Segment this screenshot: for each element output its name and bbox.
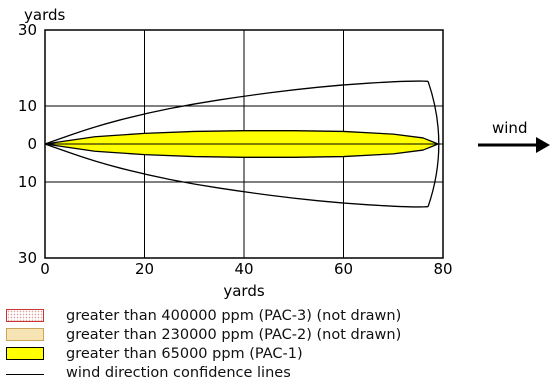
y-tick-label: 30 bbox=[18, 21, 37, 39]
confidence-line-lower bbox=[44, 143, 429, 208]
legend-label-pac3: greater than 400000 ppm (PAC-3) (not dra… bbox=[66, 307, 402, 324]
legend-label-pac2: greater than 230000 ppm (PAC-2) (not dra… bbox=[66, 326, 402, 343]
wind-indicator: wind bbox=[478, 119, 550, 153]
pac3-swatch bbox=[6, 309, 44, 322]
legend-item-confidence-lines: wind direction confidence lines bbox=[6, 363, 551, 382]
confidence-arc bbox=[427, 81, 440, 207]
y-tick-label: 10 bbox=[18, 97, 37, 115]
pac2-swatch bbox=[6, 328, 44, 341]
plot-area bbox=[44, 80, 440, 208]
x-tick-label: 60 bbox=[334, 260, 353, 278]
pac1-swatch bbox=[6, 347, 44, 360]
wind-arrow-icon bbox=[536, 137, 550, 153]
x-tick-label: 40 bbox=[234, 260, 253, 278]
legend: greater than 400000 ppm (PAC-3) (not dra… bbox=[6, 306, 551, 382]
legend-label-confidence-lines: wind direction confidence lines bbox=[66, 364, 291, 381]
x-axis-unit: yards bbox=[223, 282, 264, 300]
axis-ticks: 0 20 40 60 80 30 10 0 10 30 bbox=[18, 21, 453, 278]
confidence-line-swatch bbox=[6, 366, 44, 379]
confidence-line-upper bbox=[44, 80, 429, 145]
legend-item-pac1: greater than 65000 ppm (PAC-1) bbox=[6, 344, 551, 363]
wind-label: wind bbox=[492, 119, 527, 137]
threat-zone-chart: 0 20 40 60 80 30 10 0 10 30 yards yards wind bbox=[18, 6, 550, 300]
x-tick-label: 0 bbox=[40, 260, 50, 278]
x-tick-label: 20 bbox=[135, 260, 154, 278]
y-tick-label: 10 bbox=[18, 173, 37, 191]
y-axis-unit: yards bbox=[24, 6, 65, 24]
x-tick-label: 80 bbox=[433, 260, 452, 278]
y-tick-label: 30 bbox=[18, 249, 37, 267]
y-tick-label: 0 bbox=[27, 135, 37, 153]
legend-label-pac1: greater than 65000 ppm (PAC-1) bbox=[66, 345, 303, 362]
legend-item-pac3: greater than 400000 ppm (PAC-3) (not dra… bbox=[6, 306, 551, 325]
legend-item-pac2: greater than 230000 ppm (PAC-2) (not dra… bbox=[6, 325, 551, 344]
